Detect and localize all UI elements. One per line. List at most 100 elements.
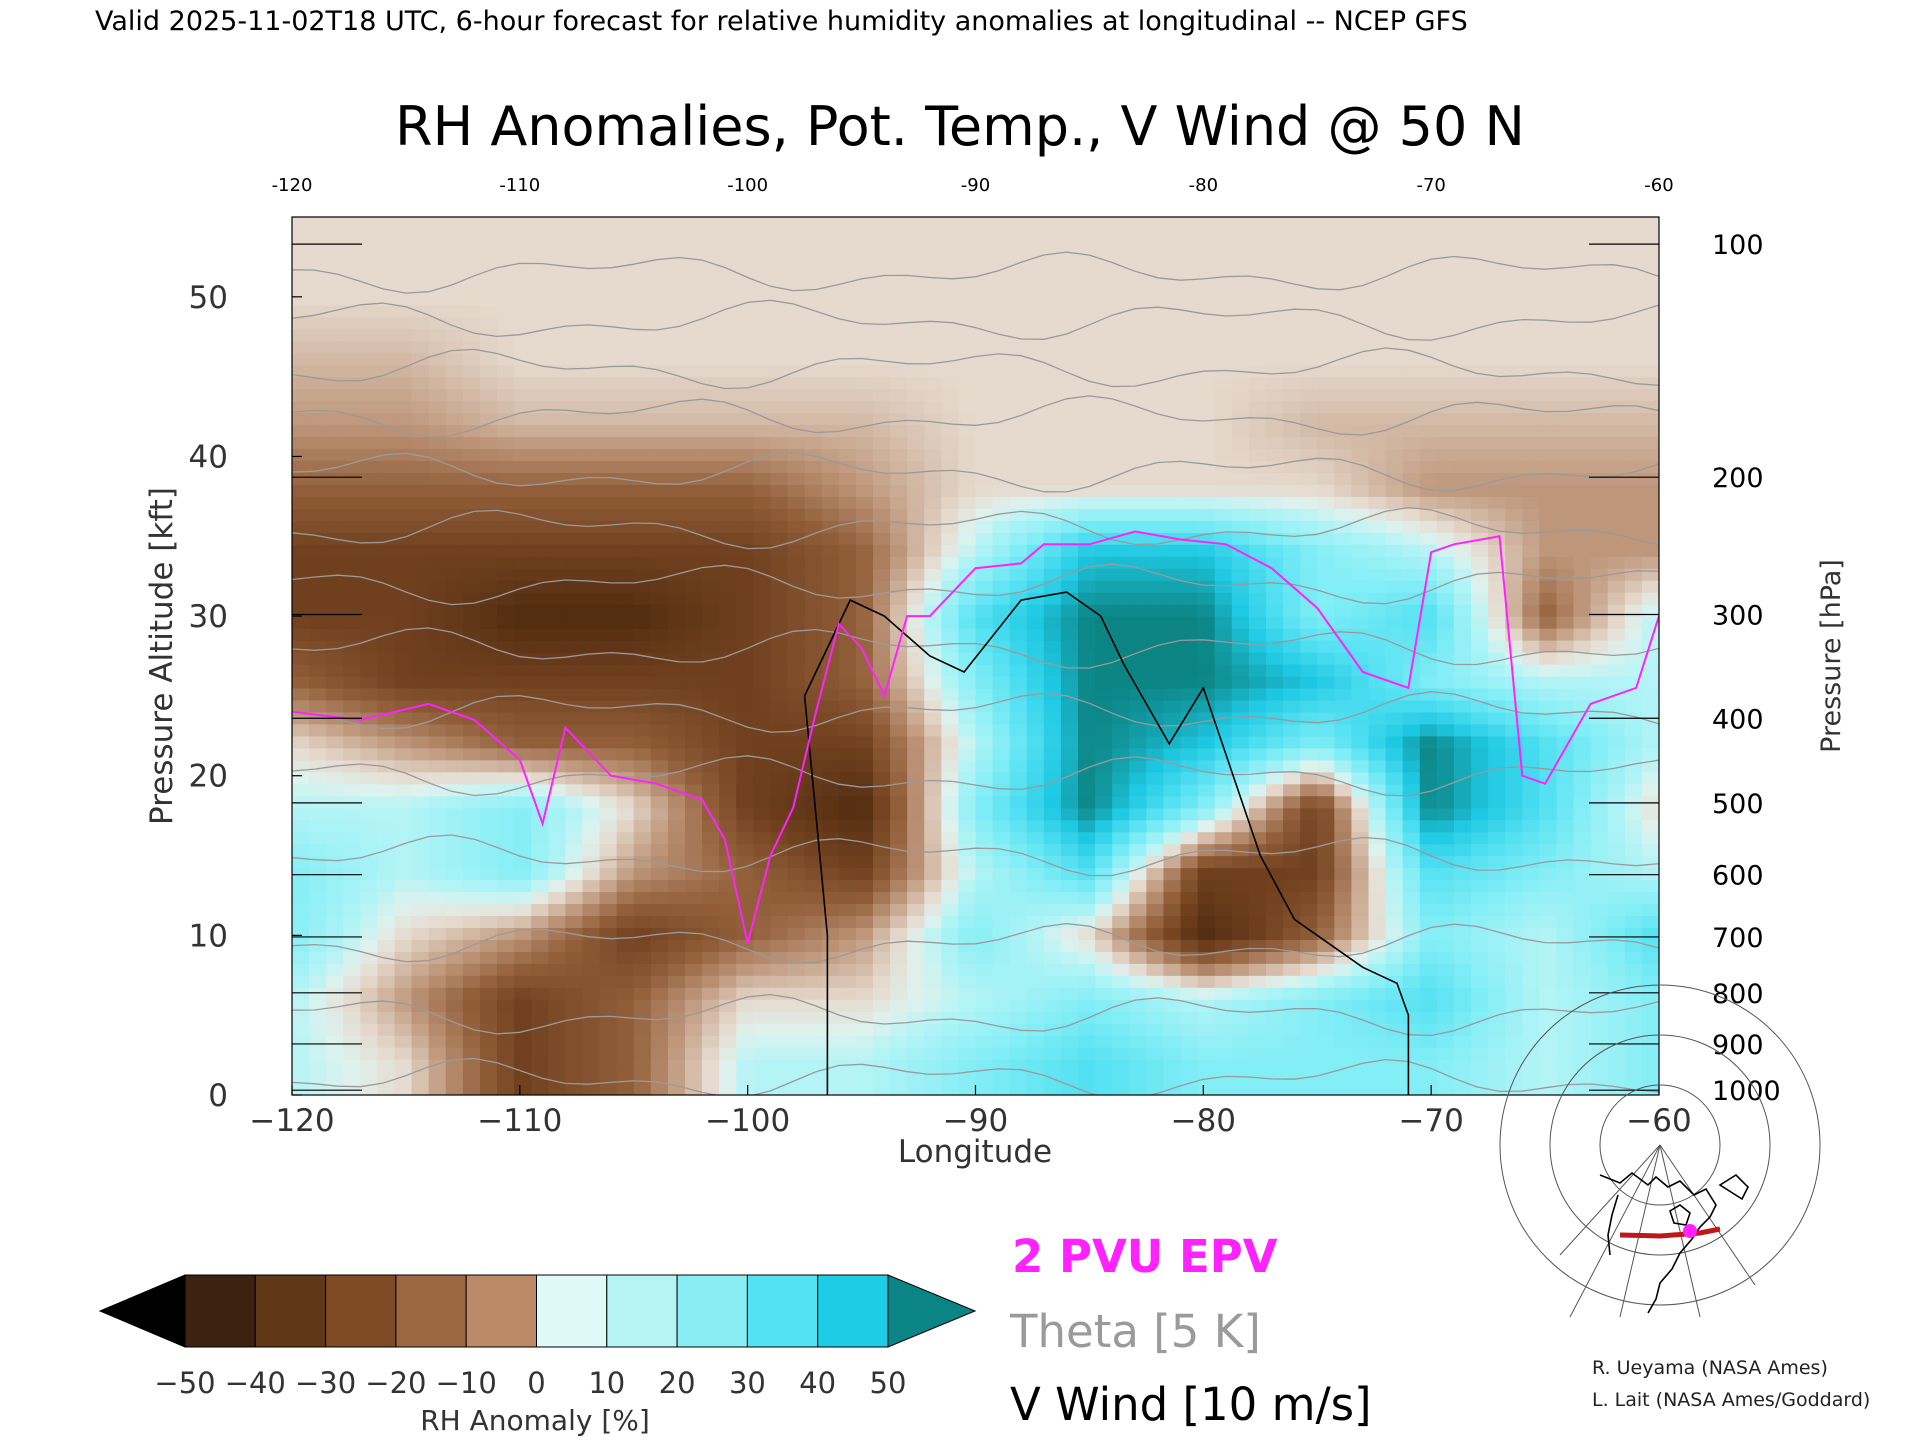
heatmap-cell <box>1095 556 1113 569</box>
heatmap-cell <box>343 256 361 270</box>
heatmap-cell <box>787 951 806 964</box>
heatmap-cell <box>1129 927 1147 940</box>
heatmap-cell <box>753 1083 772 1095</box>
heatmap-cell <box>1009 628 1028 641</box>
heatmap-cell <box>770 1023 789 1036</box>
heatmap-cell <box>890 747 908 761</box>
heatmap-cell <box>770 328 789 342</box>
heatmap-cell <box>1043 556 1062 569</box>
heatmap-cell <box>1368 316 1387 330</box>
heatmap-cell <box>787 508 806 521</box>
heatmap-cell <box>1112 268 1130 282</box>
heatmap-cell <box>821 220 840 234</box>
heatmap-cell <box>702 699 720 713</box>
heatmap-cell <box>1026 484 1045 497</box>
heatmap-cell <box>1078 280 1096 294</box>
heatmap-cell <box>1300 292 1318 306</box>
heatmap-cell <box>736 711 754 725</box>
heatmap-cell <box>1214 496 1233 509</box>
heatmap-cell <box>821 400 840 414</box>
heatmap-cell <box>1385 999 1404 1012</box>
heatmap-cell <box>941 891 960 905</box>
heatmap-cell <box>941 843 960 857</box>
heatmap-cell <box>1112 1035 1130 1048</box>
heatmap-cell <box>1283 544 1301 557</box>
heatmap-cell <box>650 891 669 905</box>
heatmap-cell <box>1129 604 1147 617</box>
heatmap-cell <box>411 556 430 569</box>
heatmap-cell <box>1317 376 1335 390</box>
heatmap-cell <box>326 628 344 641</box>
heatmap-cell <box>599 1035 618 1048</box>
heatmap-cell <box>1129 759 1147 773</box>
heatmap-cell <box>1043 951 1062 964</box>
heatmap-cell <box>565 616 584 629</box>
heatmap-cell <box>1265 747 1284 761</box>
heatmap-cell <box>753 328 772 342</box>
heatmap-cell <box>428 663 447 677</box>
heatmap-cell <box>531 1011 549 1024</box>
heatmap-cell <box>685 747 703 761</box>
heatmap-cell <box>1180 879 1199 893</box>
heatmap-cell <box>1351 616 1370 629</box>
heatmap-cell <box>1283 217 1301 222</box>
heatmap-cell <box>428 532 447 545</box>
heatmap-cell <box>582 1083 601 1095</box>
heatmap-cell <box>650 328 669 342</box>
heatmap-cell <box>1231 987 1250 1000</box>
heatmap-cell <box>1009 532 1028 545</box>
heatmap-cell <box>1436 1083 1455 1095</box>
heatmap-cell <box>907 963 925 976</box>
heatmap-cell <box>462 424 481 438</box>
heatmap-cell <box>531 268 549 282</box>
heatmap-cell <box>736 484 754 497</box>
heatmap-cell <box>599 711 618 725</box>
heatmap-cell <box>1078 412 1096 426</box>
heatmap-cell <box>1300 244 1318 258</box>
heatmap-cell <box>1385 508 1404 521</box>
heatmap-cell <box>1436 1035 1455 1048</box>
heatmap-cell <box>1180 232 1199 246</box>
heatmap-cell <box>428 484 447 497</box>
heatmap-cell <box>872 1023 891 1036</box>
heatmap-cell <box>582 975 601 988</box>
heatmap-cell <box>1317 616 1335 629</box>
heatmap-cell <box>292 843 310 857</box>
heatmap-cell <box>1060 217 1079 222</box>
heatmap-cell <box>1334 544 1353 557</box>
heatmap-cell <box>890 532 908 545</box>
heatmap-cell <box>1265 999 1284 1012</box>
heatmap-cell <box>531 759 549 773</box>
heatmap-cell <box>804 711 823 725</box>
heatmap-cell <box>736 604 754 617</box>
heatmap-cell <box>958 939 977 952</box>
heatmap-cell <box>1043 340 1062 354</box>
heatmap-cell <box>1180 256 1199 270</box>
heatmap-cell <box>1317 412 1335 426</box>
heatmap-cell <box>667 244 686 258</box>
heatmap-cell <box>514 903 532 917</box>
heatmap-cell <box>1180 675 1199 689</box>
heatmap-cell <box>1300 1011 1318 1024</box>
heatmap-cell <box>992 412 1011 426</box>
heatmap-cell <box>497 340 515 354</box>
heatmap-cell <box>650 879 669 893</box>
heatmap-cell <box>531 771 549 785</box>
heatmap-cell <box>1214 951 1233 964</box>
heatmap-cell <box>770 652 789 665</box>
heatmap-cell <box>1265 232 1284 246</box>
heatmap-cell <box>1043 735 1062 749</box>
heatmap-cell <box>821 723 840 737</box>
heatmap-cell <box>326 568 344 581</box>
heatmap-cell <box>411 268 430 282</box>
heatmap-cell <box>924 1071 942 1084</box>
heatmap-cell <box>650 472 669 485</box>
heatmap-cell <box>462 640 481 653</box>
heatmap-cell <box>736 220 754 234</box>
heatmap-cell <box>667 376 686 390</box>
heatmap-cell <box>309 616 327 629</box>
heatmap-cell <box>1368 771 1387 785</box>
heatmap-cell <box>514 747 532 761</box>
heatmap-cell <box>1385 951 1404 964</box>
heatmap-cell <box>667 1083 686 1095</box>
